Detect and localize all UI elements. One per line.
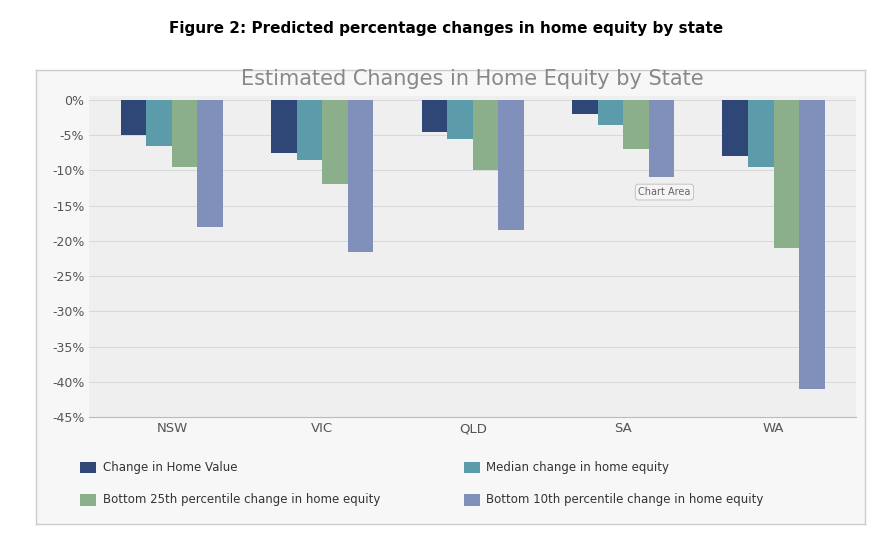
Bar [773,100,799,248]
Text: Median change in home equity: Median change in home equity [486,461,669,474]
Bar [297,100,322,160]
Bar [748,100,773,167]
Bar [723,100,748,156]
Bar [197,100,223,227]
Bar [624,100,648,149]
Text: Bottom 25th percentile change in home equity: Bottom 25th percentile change in home eq… [103,493,380,506]
Bar [447,100,473,139]
Bar [499,100,524,231]
Bar [572,100,598,114]
Bar [598,100,624,125]
Title: Estimated Changes in Home Equity by State: Estimated Changes in Home Equity by Stat… [242,69,704,89]
Bar [271,100,297,152]
Bar [348,100,374,251]
Bar [799,100,825,389]
Text: Chart Area: Chart Area [638,187,690,197]
Text: Bottom 10th percentile change in home equity: Bottom 10th percentile change in home eq… [486,493,764,506]
Bar [120,100,146,135]
Text: Figure 2: Predicted percentage changes in home equity by state: Figure 2: Predicted percentage changes i… [169,21,723,36]
Text: Change in Home Value: Change in Home Value [103,461,237,474]
Bar [473,100,499,170]
Bar [322,100,348,185]
Bar [146,100,172,146]
Bar [422,100,447,132]
Bar [172,100,197,167]
Bar [648,100,674,178]
